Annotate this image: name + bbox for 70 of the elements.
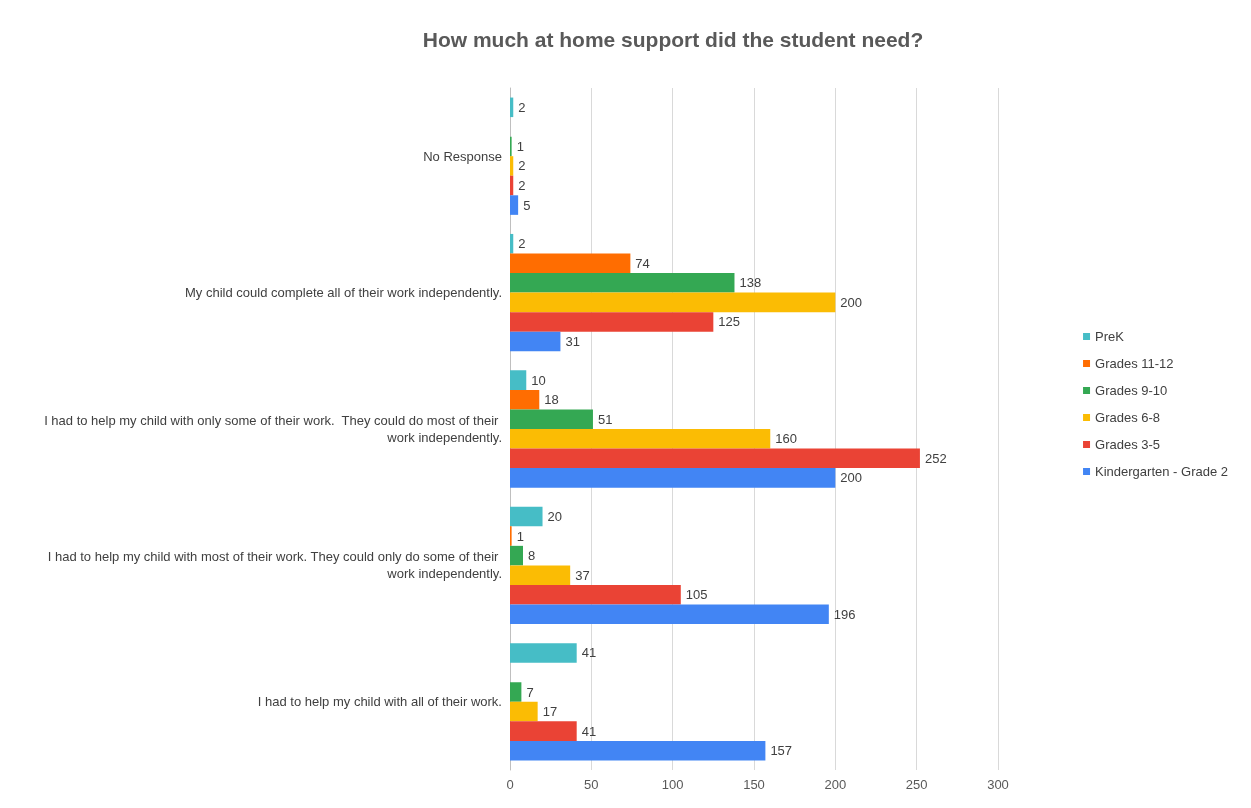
bar [510, 721, 577, 741]
data-label: 2 [518, 236, 526, 252]
legend-label: Kindergarten - Grade 2 [1095, 464, 1228, 479]
bar [510, 604, 829, 625]
data-label: 1 [516, 528, 524, 544]
bar [510, 331, 561, 352]
bar [510, 565, 571, 585]
bar [510, 312, 714, 332]
legend-label: Grades 3-5 [1095, 437, 1161, 452]
x-tick-label: 250 [905, 777, 928, 792]
data-label: 160 [775, 431, 797, 447]
bar [510, 545, 524, 566]
x-tick-label: 200 [824, 777, 847, 792]
bar [510, 389, 540, 410]
data-label: 200 [840, 470, 863, 486]
bar [510, 273, 735, 293]
data-label: 252 [924, 450, 947, 466]
bar [510, 740, 766, 761]
legend-label: Grades 6-8 [1095, 410, 1161, 425]
data-label: 51 [597, 411, 613, 427]
bar [510, 701, 538, 722]
legend-label: PreK [1095, 329, 1125, 344]
bar [510, 468, 836, 488]
bar [510, 156, 514, 176]
data-label: 2 [518, 178, 526, 194]
data-label: 105 [685, 587, 708, 603]
data-label: 1 [516, 138, 524, 154]
bar [510, 195, 519, 215]
bar [510, 682, 522, 702]
data-label: 41 [581, 645, 597, 661]
y-tick-label: I had to help my child with all of their work. [257, 694, 502, 710]
x-tick-label: 0 [506, 777, 514, 792]
data-label: 20 [547, 509, 562, 525]
data-label: 200 [840, 294, 863, 310]
data-label: 31 [565, 333, 580, 349]
data-label: 125 [718, 314, 741, 330]
bar [510, 448, 920, 469]
legend-label: Grades 9-10 [1095, 383, 1168, 398]
data-label: 196 [833, 606, 856, 622]
legend-label: Grades 11-12 [1095, 356, 1174, 371]
bar [510, 292, 836, 313]
data-label: 2 [518, 99, 526, 115]
data-label: 8 [528, 548, 536, 564]
bar [510, 370, 527, 390]
data-label: 5 [523, 197, 531, 213]
data-label: 41 [581, 723, 597, 739]
bar [510, 253, 631, 274]
y-tick-label: I had to help my child with most of their work. They could only do some of their work independently. [47, 549, 502, 582]
data-label: 157 [770, 743, 793, 759]
y-tick-label: No Response [423, 148, 502, 164]
data-label: 10 [531, 372, 546, 388]
bar [510, 643, 577, 663]
x-tick-label: 100 [661, 777, 684, 792]
data-label: 2 [518, 158, 526, 174]
bar [510, 429, 771, 449]
chart-title: How much at home support did the student need? [422, 28, 924, 51]
y-tick-label: I had to help my child with only some of their work. They could do most of their work independently. [44, 413, 502, 445]
data-label: 18 [544, 392, 559, 408]
data-label: 7 [526, 684, 534, 700]
data-label: 74 [635, 255, 650, 271]
x-tick-label: 300 [987, 777, 1009, 792]
bar [510, 409, 593, 429]
y-tick-label: My child could complete all of their work independently. [185, 285, 502, 301]
data-label: 37 [575, 567, 590, 583]
data-label: 17 [542, 704, 558, 720]
bar [510, 506, 543, 527]
bar [510, 584, 681, 605]
x-tick-label: 150 [743, 777, 765, 792]
data-label: 138 [739, 275, 762, 291]
x-tick-label: 50 [584, 777, 599, 792]
